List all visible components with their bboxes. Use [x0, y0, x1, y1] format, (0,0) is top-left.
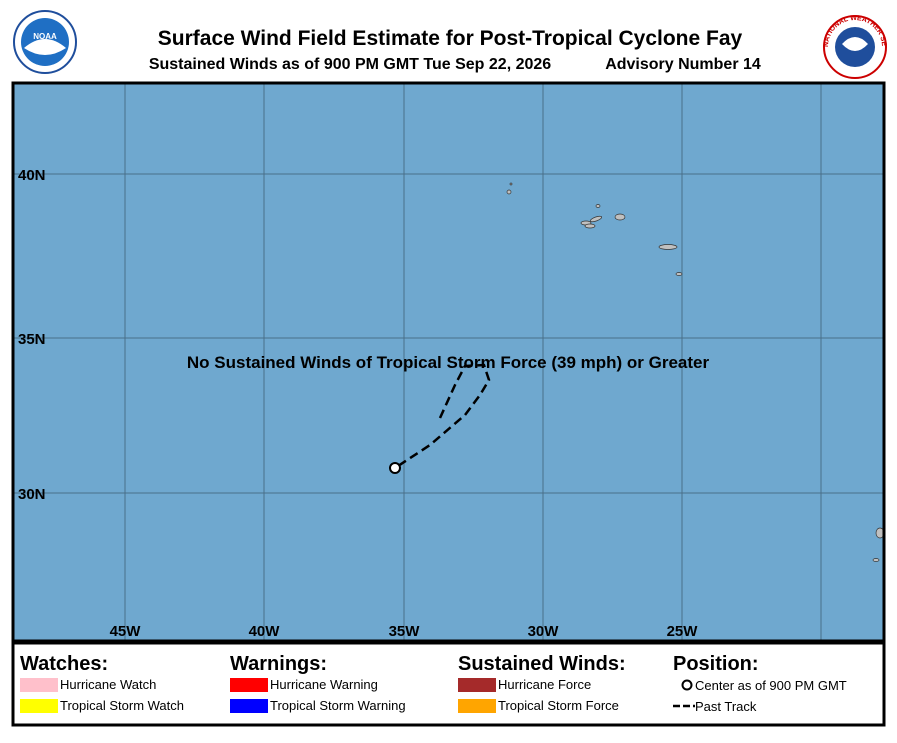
legend-label: Past Track [695, 699, 757, 714]
legend-label: Tropical Storm Force [498, 698, 619, 713]
legend-label: Hurricane Force [498, 677, 591, 692]
legend-swatch [458, 678, 496, 692]
lon-label: 45W [110, 623, 142, 640]
lon-label: 30W [528, 623, 560, 640]
map-frame [11, 81, 886, 643]
legend-swatch [20, 678, 58, 692]
lat-label: 30N [18, 486, 46, 503]
lat-label: 40N [18, 167, 46, 184]
noaa-logo: NOAA [13, 10, 77, 74]
legend-swatch [20, 699, 58, 713]
lon-label: 35W [389, 623, 421, 640]
legend-heading: Watches: [20, 653, 108, 675]
lat-label: 35N [18, 331, 46, 348]
legend-label: Hurricane Warning [270, 677, 378, 692]
subtitle: Sustained Winds as of 900 PM GMT Tue Sep… [149, 56, 551, 73]
wind-note: No Sustained Winds of Tropical Storm For… [187, 353, 710, 372]
noaa-logo-text: NOAA [33, 32, 57, 41]
center-symbol [681, 679, 693, 691]
legend-label: Tropical Storm Watch [60, 698, 184, 713]
legend-swatch [458, 699, 496, 713]
legend-label: Center as of 900 PM GMT [695, 678, 847, 693]
legend: Watches: Hurricane Watch Tropical Storm Wa… [20, 653, 847, 714]
graticule [13, 83, 884, 641]
lon-label: 25W [667, 623, 699, 640]
legend-heading: Position: [673, 653, 759, 675]
legend-heading: Warnings: [230, 653, 327, 675]
advisory: Advisory Number 14 [605, 56, 761, 73]
storm-center [389, 462, 401, 474]
legend-frame [11, 641, 886, 727]
legend-label: Tropical Storm Warning [270, 698, 406, 713]
lon-labels: 45W 40W 35W 30W 25W [110, 623, 699, 640]
legend-label: Hurricane Watch [60, 677, 156, 692]
past-track [394, 363, 491, 470]
legend-swatch [230, 678, 268, 692]
title: Surface Wind Field Estimate for Post-Tro… [158, 27, 743, 50]
islands [506, 182, 885, 562]
legend-swatch [230, 699, 268, 713]
lon-label: 40W [249, 623, 281, 640]
lat-labels: 40N 35N 30N [18, 167, 46, 503]
legend-heading: Sustained Winds: [458, 653, 626, 675]
ocean [13, 83, 884, 641]
